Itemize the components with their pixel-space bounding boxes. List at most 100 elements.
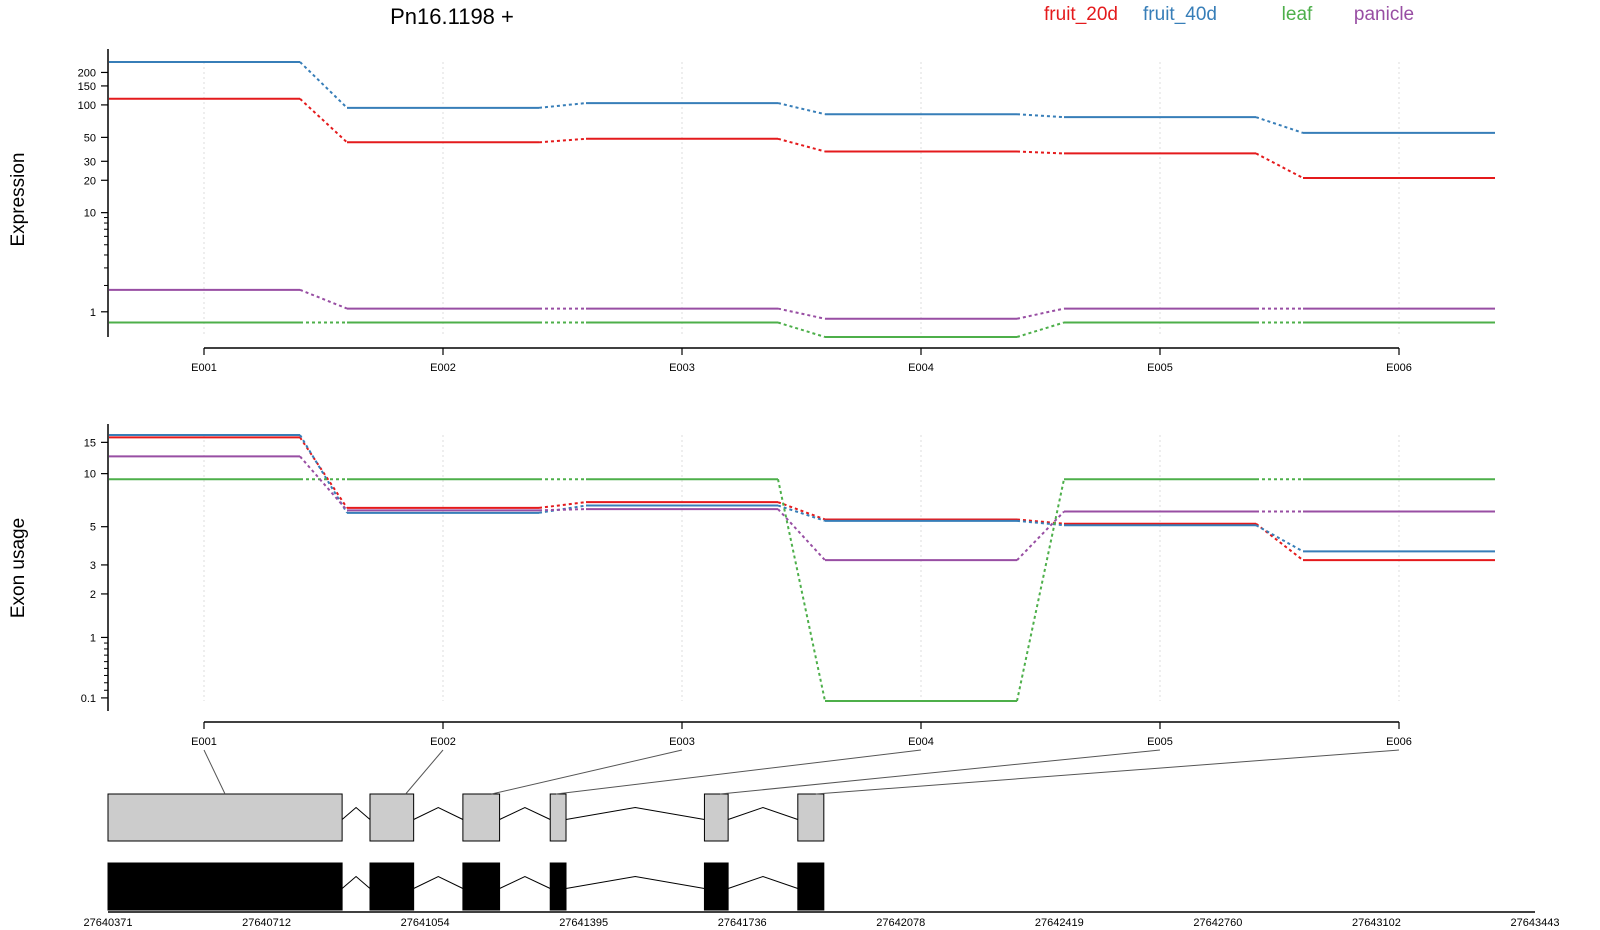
series-leaf-connector	[777, 479, 826, 702]
usage-x-tick-label-E005: E005	[1147, 736, 1173, 748]
exon-connector-E002	[405, 749, 444, 795]
exon-block-E004	[549, 862, 567, 911]
series-panicle-connector	[538, 508, 587, 512]
expression-x-tick-label-E005: E005	[1147, 362, 1173, 374]
intron-line	[341, 875, 371, 889]
series-fruit_40d-connector	[538, 102, 587, 109]
coordinate-label: 27641054	[401, 917, 450, 929]
exon-connector-E004	[555, 749, 922, 795]
series-fruit_40d-connector	[1016, 519, 1065, 527]
expression-x-tick-label-E004: E004	[908, 362, 934, 374]
chart-title: Pn16.1198 +	[390, 4, 514, 29]
exon-connector-E001	[203, 749, 226, 795]
expression-y-tick-label: 100	[78, 100, 96, 112]
expression-y-tick-label: 10	[84, 208, 96, 220]
exon-connector-E005	[720, 749, 1161, 795]
series-fruit_20d-connector	[1016, 518, 1065, 525]
series-fruit_20d-connector	[538, 137, 587, 144]
expression-x-tick-label-E003: E003	[669, 362, 695, 374]
coordinate-label: 27643102	[1352, 917, 1401, 929]
gene-model: 27640371 27640712 27641054 27641395 27641736…	[84, 749, 1560, 929]
series-fruit_40d-connector	[1016, 113, 1065, 119]
usage-y-tick-label: 5	[90, 522, 96, 534]
exon-bin-E004	[549, 793, 567, 842]
intron-line	[727, 875, 798, 889]
usage-y-axis-title: Exon usage	[8, 518, 29, 618]
coordinate-label: 27641395	[559, 917, 608, 929]
usage-y-tick-label: 15	[84, 437, 96, 449]
coordinate-label: 27642419	[1035, 917, 1084, 929]
expression-y-tick-label: 20	[84, 175, 96, 187]
exon-connector-E006	[815, 749, 1400, 795]
exon-bin-E006	[797, 793, 825, 842]
series-fruit_40d-connector	[1255, 116, 1304, 134]
expression-y-tick-label: 1	[90, 307, 96, 319]
usage-x-tick-label-E003: E003	[669, 736, 695, 748]
intron-line	[565, 875, 705, 889]
series-panicle-connector	[299, 288, 348, 310]
usage-y-tick-label: 0.1	[81, 693, 96, 705]
legend-item-panicle: panicle	[1354, 4, 1414, 25]
expression-y-tick-label: 200	[78, 67, 96, 79]
series-panicle-connector	[1016, 307, 1065, 320]
intron-line	[413, 806, 464, 820]
series-panicle-connector	[299, 455, 348, 511]
intron-line	[565, 806, 705, 820]
exon-block-E002	[369, 862, 415, 911]
expression-x-tick-label-E001: E001	[191, 362, 217, 374]
exon-bin-E001	[107, 793, 343, 842]
series-fruit_20d-connector	[777, 501, 826, 521]
series-fruit_20d-connector	[299, 98, 348, 144]
series-panicle-connector	[777, 307, 826, 320]
series-leaf-connector	[777, 321, 826, 338]
expression-y-tick-label: 30	[84, 156, 96, 168]
coordinate-label: 27641736	[718, 917, 767, 929]
intron-line	[413, 875, 464, 889]
coordinate-label: 27640371	[84, 917, 133, 929]
expression-y-axis-title: Expression	[8, 153, 29, 247]
exon-block-E006	[797, 862, 825, 911]
exon-block-E001	[107, 862, 343, 911]
series-leaf-connector	[1016, 321, 1065, 338]
intron-line	[499, 806, 551, 820]
expression-y-tick-label: 150	[78, 81, 96, 93]
series-leaf-connector	[1016, 479, 1065, 702]
expression-y-tick-label: 50	[84, 132, 96, 144]
series-fruit_20d-connector	[1255, 152, 1304, 179]
exon-bin-E005	[703, 793, 729, 842]
legend-item-fruit_20d: fruit_20d	[1044, 4, 1118, 25]
exon-connector-E003	[491, 749, 683, 795]
legend-item-leaf: leaf	[1282, 4, 1313, 25]
legend: fruit_20d fruit_40d leaf panicle	[1044, 4, 1414, 25]
series-fruit_40d-connector	[1255, 524, 1304, 553]
usage-x-tick-label-E006: E006	[1386, 736, 1412, 748]
exon-block-E005	[703, 862, 729, 911]
intron-line	[727, 806, 798, 820]
usage-x-tick-label-E002: E002	[430, 736, 456, 748]
expression-x-tick-label-E006: E006	[1386, 362, 1412, 374]
expression-x-tick-label-E002: E002	[430, 362, 456, 374]
coordinate-label: 27642760	[1193, 917, 1242, 929]
exon-bin-E003	[462, 793, 501, 842]
coordinate-label: 27643443	[1511, 917, 1560, 929]
intron-line	[341, 806, 371, 820]
coordinate-label: 27642078	[876, 917, 925, 929]
usage-y-tick-label: 3	[90, 560, 96, 572]
series-fruit_20d-connector	[1016, 150, 1065, 155]
exon-block-E003	[462, 862, 501, 911]
usage-y-tick-label: 10	[84, 469, 96, 481]
exon-bin-E002	[369, 793, 415, 842]
expression-panel: 1 10 20 30 50 100 150 200 Expression E001 E002 E003…	[8, 49, 1495, 374]
series-fruit_20d-connector	[1255, 522, 1304, 561]
exon-usage-panel: 0.1 1 2 3 5 10 15 Exon usage E001 E002 E003 E004 E00…	[8, 424, 1495, 748]
legend-item-fruit_40d: fruit_40d	[1143, 4, 1217, 25]
series-panicle-connector	[1016, 510, 1065, 561]
usage-y-tick-label: 2	[90, 589, 96, 601]
series-fruit_40d-connector	[538, 504, 587, 514]
series-fruit_40d-connector	[777, 504, 826, 522]
usage-y-tick-label: 1	[90, 632, 96, 644]
usage-x-tick-label-E004: E004	[908, 736, 934, 748]
usage-x-tick-label-E001: E001	[191, 736, 217, 748]
series-fruit_20d-connector	[777, 137, 826, 153]
